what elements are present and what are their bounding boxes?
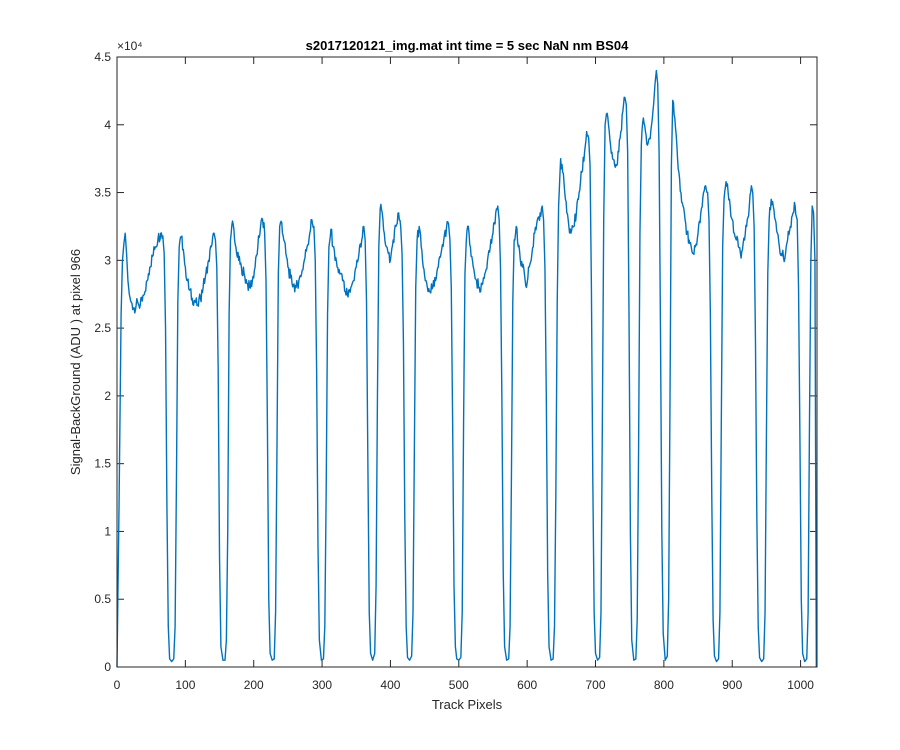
x-tick-label: 500: [449, 678, 469, 692]
x-tick-label: 400: [380, 678, 400, 692]
y-tick-label: 1: [104, 524, 111, 538]
chart-title: s2017120121_img.mat int time = 5 sec NaN…: [306, 38, 629, 53]
x-tick-label: 0: [114, 678, 121, 692]
x-tick-label: 700: [586, 678, 606, 692]
y-axis-exponent: ×10⁴: [117, 39, 143, 53]
x-tick-label: 800: [654, 678, 674, 692]
x-tick-label: 300: [312, 678, 332, 692]
y-tick-label: 3: [104, 253, 111, 267]
y-tick-label: 0: [104, 660, 111, 674]
y-tick-label: 1.5: [94, 457, 111, 471]
y-tick-label: 4: [104, 118, 111, 132]
series-group: [116, 69, 818, 668]
y-tick-label: 4.5: [94, 50, 111, 64]
plot-area: [117, 57, 817, 667]
x-axis-ticks: 0 100 200 300 400 500 600 700 800 900 1000: [114, 57, 814, 692]
y-tick-label: 0.5: [94, 592, 111, 606]
x-tick-label: 1000: [787, 678, 814, 692]
x-tick-label: 600: [517, 678, 537, 692]
x-axis-label: Track Pixels: [432, 697, 503, 712]
y-tick-label: 2: [104, 389, 111, 403]
y-axis-label: Signal-BackGround (ADU ) at pixel 966: [68, 249, 83, 475]
y-axis-ticks: 0 0.5 1 1.5 2 2.5 3 3.5 4 4.5: [94, 50, 817, 674]
plot-frame: [116, 56, 818, 668]
series-line: [116, 69, 818, 668]
x-tick-label: 100: [175, 678, 195, 692]
x-tick-label: 900: [722, 678, 742, 692]
y-tick-label: 3.5: [94, 186, 111, 200]
y-tick-label: 2.5: [94, 321, 111, 335]
x-tick-label: 200: [244, 678, 264, 692]
